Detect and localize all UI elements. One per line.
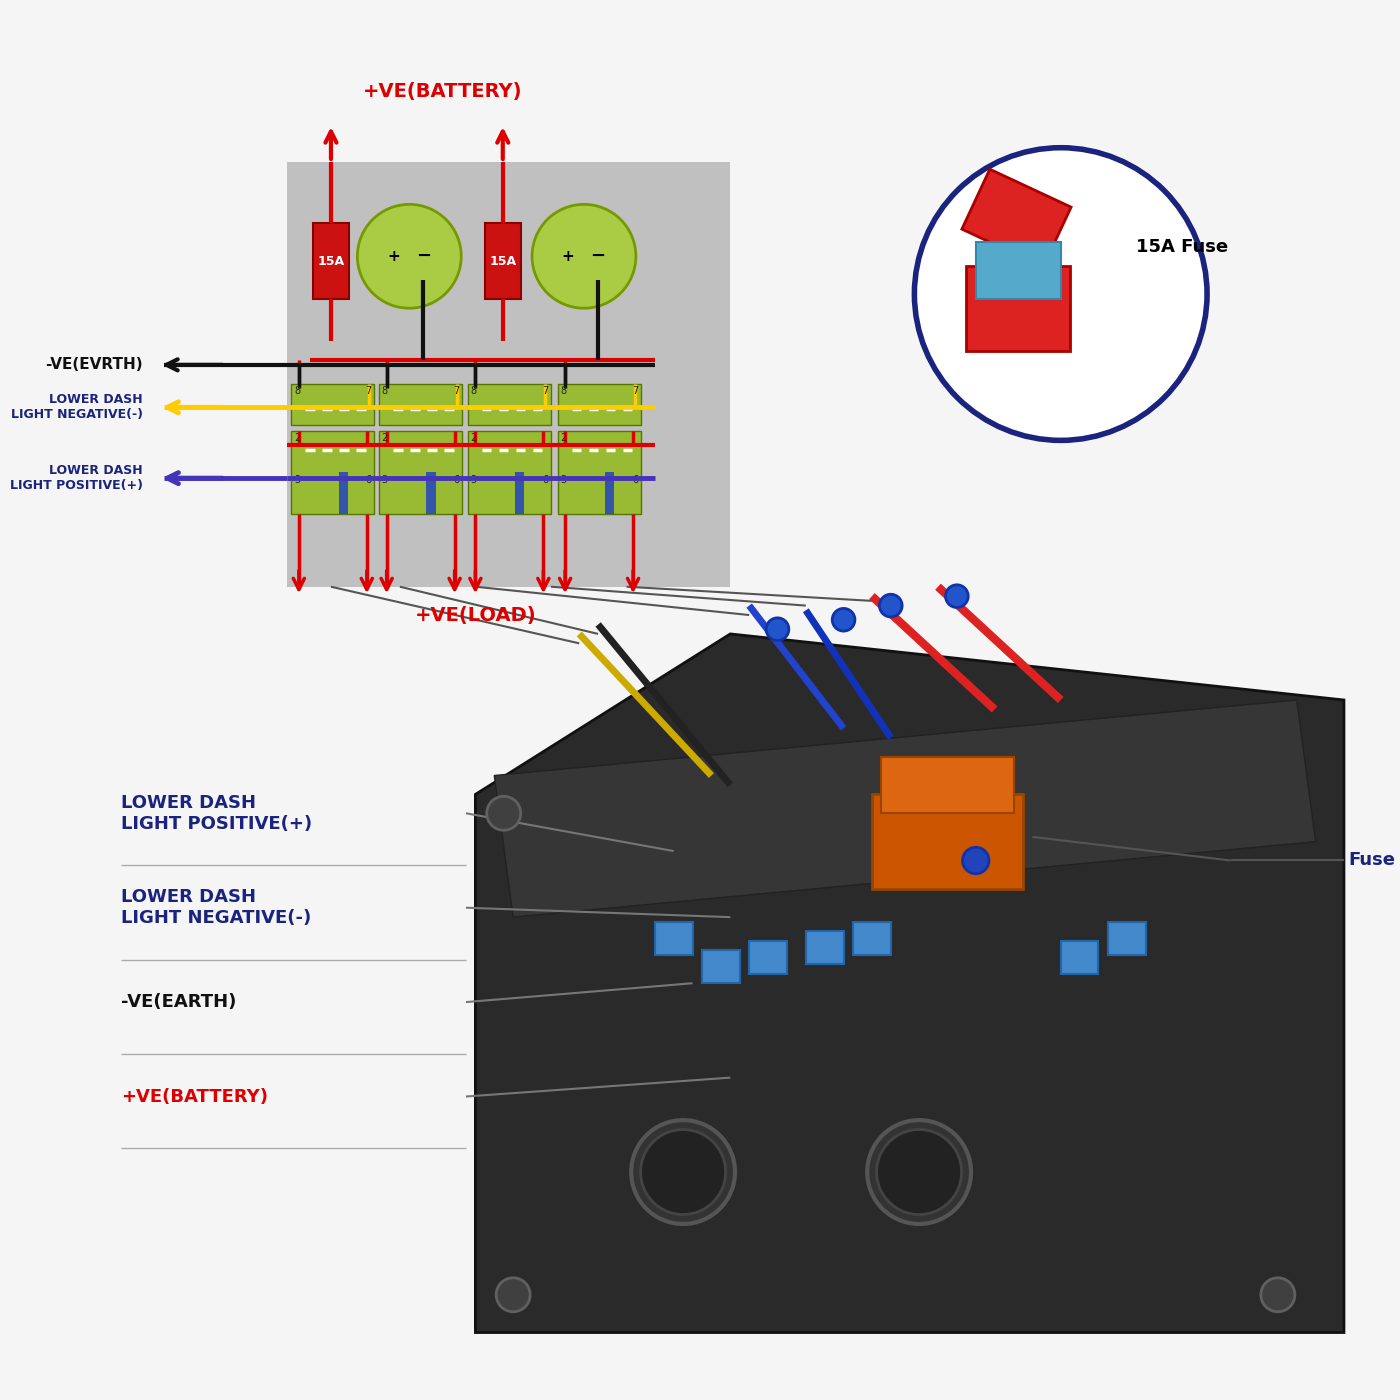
Text: 7: 7 [631,386,638,396]
Circle shape [914,148,1207,441]
Circle shape [876,1130,962,1215]
Bar [515,472,525,514]
Polygon shape [494,700,1316,917]
Text: 2: 2 [382,434,388,444]
Circle shape [487,797,521,830]
Text: 6: 6 [454,475,459,484]
Circle shape [945,585,969,608]
Text: +VE(BATTERY): +VE(BATTERY) [363,81,522,101]
Text: −: − [591,248,606,265]
Circle shape [496,1278,531,1312]
Bar [853,921,890,955]
Circle shape [1261,1278,1295,1312]
Bar [557,431,641,514]
Bar [291,384,374,426]
Text: 7: 7 [542,386,549,396]
Bar [1107,921,1145,955]
Bar [806,931,844,965]
Text: 3: 3 [294,475,300,484]
Text: Fuse: Fuse [1348,851,1396,869]
Text: −: − [416,248,431,265]
Text: 6: 6 [365,475,372,484]
Text: 3: 3 [470,475,476,484]
Bar [605,472,615,514]
Text: 2: 2 [470,434,476,444]
Bar [557,384,641,426]
Bar [291,431,374,514]
Bar [314,223,349,298]
Text: +: + [386,249,399,263]
Text: 2: 2 [560,434,567,444]
Bar [872,794,1023,889]
Bar [966,266,1070,350]
Text: -VE(EARTH): -VE(EARTH) [122,993,237,1011]
Text: 8: 8 [382,386,388,396]
Text: 8: 8 [560,386,566,396]
Bar [379,431,462,514]
Text: 15A: 15A [318,255,344,267]
Text: LOWER DASH
LIGHT POSITIVE(+): LOWER DASH LIGHT POSITIVE(+) [122,794,312,833]
Bar [882,756,1014,813]
Text: +: + [561,249,574,263]
Text: 15A: 15A [489,255,517,267]
Bar [468,384,552,426]
Bar [339,472,349,514]
Bar [655,921,693,955]
Text: LOWER DASH
LIGHT POSITIVE(+): LOWER DASH LIGHT POSITIVE(+) [10,465,143,493]
Text: LOWER DASH
LIGHT NEGATIVE(-): LOWER DASH LIGHT NEGATIVE(-) [11,393,143,421]
Text: 8: 8 [470,386,476,396]
Bar [976,242,1061,298]
Circle shape [867,1120,972,1224]
Text: 8: 8 [294,386,300,396]
Bar [379,384,462,426]
Bar [427,472,435,514]
Polygon shape [476,634,1344,1333]
Bar [287,162,731,587]
Bar [701,951,739,983]
Text: 7: 7 [365,386,372,396]
Circle shape [532,204,636,308]
Circle shape [963,847,988,874]
Text: -VE(EVRTH): -VE(EVRTH) [45,357,143,372]
Text: 6: 6 [542,475,549,484]
Bar [1061,941,1099,974]
Bar [468,431,552,514]
Text: LOWER DASH
LIGHT NEGATIVE(-): LOWER DASH LIGHT NEGATIVE(-) [122,888,312,927]
Text: 3: 3 [560,475,566,484]
Circle shape [879,594,902,617]
Text: 2: 2 [294,434,300,444]
Circle shape [766,617,788,641]
Text: 7: 7 [454,386,459,396]
Bar [484,223,521,298]
Bar [962,169,1071,267]
Circle shape [357,204,461,308]
Text: +VE(BATTERY): +VE(BATTERY) [122,1088,269,1106]
Circle shape [832,609,855,631]
Text: 15A Fuse: 15A Fuse [1137,238,1228,256]
Circle shape [641,1130,725,1215]
Text: 6: 6 [631,475,638,484]
Bar [749,941,787,974]
Text: 3: 3 [382,475,388,484]
Circle shape [631,1120,735,1224]
Text: +VE(LOAD): +VE(LOAD) [414,606,536,624]
